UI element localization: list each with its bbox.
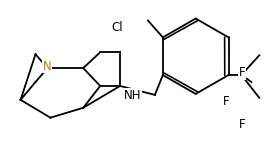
Text: F: F <box>238 118 245 131</box>
Text: F: F <box>238 66 245 79</box>
Text: Cl: Cl <box>112 21 123 34</box>
Text: F: F <box>222 95 229 108</box>
Text: NH: NH <box>123 89 141 102</box>
Text: N: N <box>43 60 52 73</box>
